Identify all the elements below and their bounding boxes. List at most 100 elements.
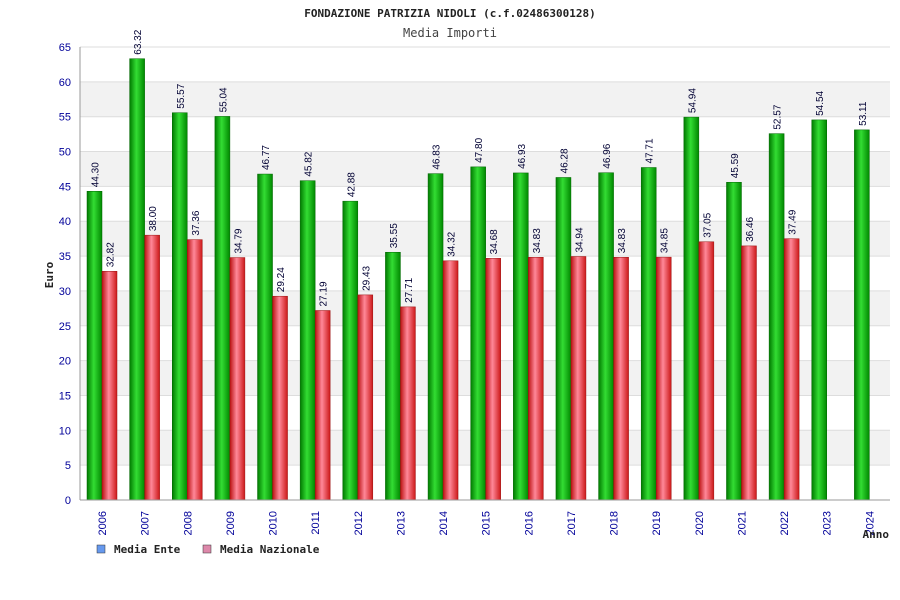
value-label: 42.88 — [346, 172, 357, 197]
x-tick-label: 2021 — [736, 511, 748, 535]
value-label: 46.77 — [261, 145, 272, 170]
bar-media-ente-2019 — [640, 167, 657, 501]
value-label: 36.46 — [745, 216, 756, 241]
value-label: 46.28 — [559, 148, 570, 173]
value-label: 47.71 — [645, 138, 656, 163]
x-tick-label: 2019 — [651, 511, 663, 535]
legend-label-media-ente: Media Ente — [114, 543, 181, 556]
bar-media-nazionale-2017 — [570, 256, 587, 501]
value-label: 37.05 — [702, 212, 713, 237]
x-tick-label: 2011 — [310, 511, 322, 535]
y-tick-label: 0 — [65, 495, 71, 507]
legend-swatch-media-ente — [96, 544, 106, 554]
x-tick-label: 2017 — [566, 511, 578, 535]
value-label: 38.00 — [148, 206, 159, 231]
y-axis-ticks: 0 5 10 15 20 25 30 35 40 45 50 55 60 65 — [59, 42, 71, 507]
bar-media-nazionale-2022 — [783, 238, 800, 501]
y-tick-label: 55 — [59, 112, 71, 124]
y-tick-label: 35 — [59, 251, 71, 263]
x-tick-label: 2024 — [864, 511, 876, 535]
bar-media-ente-2006 — [86, 191, 103, 501]
bar-media-nazionale-2013 — [400, 306, 416, 501]
bar-series — [86, 58, 870, 501]
bar-media-ente-2010 — [257, 173, 273, 501]
value-label: 54.54 — [815, 90, 826, 115]
bar-media-nazionale-2020 — [698, 241, 715, 501]
y-tick-label: 25 — [59, 321, 71, 333]
chart-subtitle: Media Importi — [403, 26, 497, 40]
bar-media-nazionale-2011 — [314, 310, 331, 501]
value-label: 55.57 — [176, 83, 187, 108]
y-tick-label: 5 — [65, 460, 71, 472]
value-label: 34.85 — [660, 228, 671, 253]
x-tick-label: 2016 — [523, 511, 535, 535]
y-tick-label: 15 — [59, 390, 71, 402]
y-tick-label: 30 — [59, 286, 71, 298]
bar-media-nazionale-2006 — [101, 271, 118, 501]
bar-media-nazionale-2018 — [613, 257, 629, 501]
y-tick-label: 20 — [59, 356, 71, 368]
x-tick-label: 2020 — [694, 511, 706, 535]
x-tick-label: 2012 — [353, 511, 365, 535]
x-tick-label: 2010 — [268, 511, 280, 535]
value-label: 44.30 — [91, 162, 102, 187]
bar-media-nazionale-2014 — [442, 260, 459, 501]
value-label: 45.59 — [730, 153, 741, 178]
x-axis-label: Anno — [863, 528, 890, 541]
value-label: 53.11 — [858, 101, 869, 126]
value-label: 34.83 — [532, 228, 543, 253]
bar-media-nazionale-2012 — [357, 294, 374, 501]
value-label: 46.83 — [432, 144, 443, 169]
value-label: 37.36 — [191, 210, 202, 235]
value-label: 29.24 — [276, 267, 287, 292]
bar-media-ente-2024 — [854, 129, 870, 501]
x-tick-label: 2007 — [140, 511, 152, 535]
legend-swatch-media-nazionale — [202, 544, 212, 554]
value-label: 27.71 — [404, 277, 415, 302]
value-label: 34.83 — [617, 228, 628, 253]
bar-media-nazionale-2009 — [229, 257, 246, 501]
bar-media-ente-2023 — [811, 119, 827, 501]
x-axis-ticks: 2006 2007 2008 2009 2010 2011 2012 2013 2014 2015… — [97, 511, 876, 535]
value-label: 35.55 — [389, 223, 400, 248]
bar-media-ente-2008 — [172, 112, 188, 501]
bar-media-ente-2011 — [299, 180, 316, 501]
x-tick-label: 2023 — [822, 511, 834, 535]
legend-label-media-nazionale: Media Nazionale — [220, 543, 320, 556]
bar-media-nazionale-2021 — [741, 245, 757, 501]
value-label: 34.68 — [489, 229, 500, 254]
chart-title: FONDAZIONE PATRIZIA NIDOLI (c.f.02486300… — [304, 7, 595, 20]
value-label: 63.32 — [133, 29, 144, 54]
y-tick-label: 40 — [59, 216, 71, 228]
x-tick-label: 2014 — [438, 511, 450, 535]
value-label: 54.94 — [687, 88, 698, 113]
bar-media-ente-2007 — [129, 58, 145, 501]
bar-media-ente-2012 — [342, 200, 359, 501]
y-tick-label: 50 — [59, 147, 71, 159]
x-tick-label: 2013 — [395, 511, 407, 535]
value-label: 37.49 — [788, 209, 799, 234]
value-label: 32.82 — [106, 242, 117, 267]
y-axis-label: Euro — [43, 261, 56, 288]
value-label: 46.93 — [517, 143, 528, 168]
bar-media-ente-2015 — [470, 166, 486, 501]
bar-media-nazionale-2015 — [485, 258, 501, 501]
y-tick-label: 60 — [59, 77, 71, 89]
bar-media-nazionale-2019 — [655, 256, 672, 501]
y-tick-label: 65 — [59, 42, 71, 54]
bar-media-ente-2009 — [214, 116, 231, 501]
grid-band — [80, 81, 890, 117]
bar-media-ente-2022 — [768, 133, 785, 501]
value-label: 34.32 — [447, 231, 458, 256]
bar-media-ente-2021 — [726, 182, 742, 501]
y-tick-label: 45 — [59, 181, 71, 193]
x-tick-label: 2015 — [481, 511, 493, 535]
value-label: 47.80 — [474, 137, 485, 162]
legend: Media Ente Media Nazionale — [96, 543, 320, 556]
value-label: 34.79 — [233, 228, 244, 253]
x-tick-label: 2018 — [609, 511, 621, 535]
x-tick-label: 2022 — [779, 511, 791, 535]
bar-media-nazionale-2016 — [528, 257, 544, 501]
value-label: 55.04 — [218, 87, 229, 112]
